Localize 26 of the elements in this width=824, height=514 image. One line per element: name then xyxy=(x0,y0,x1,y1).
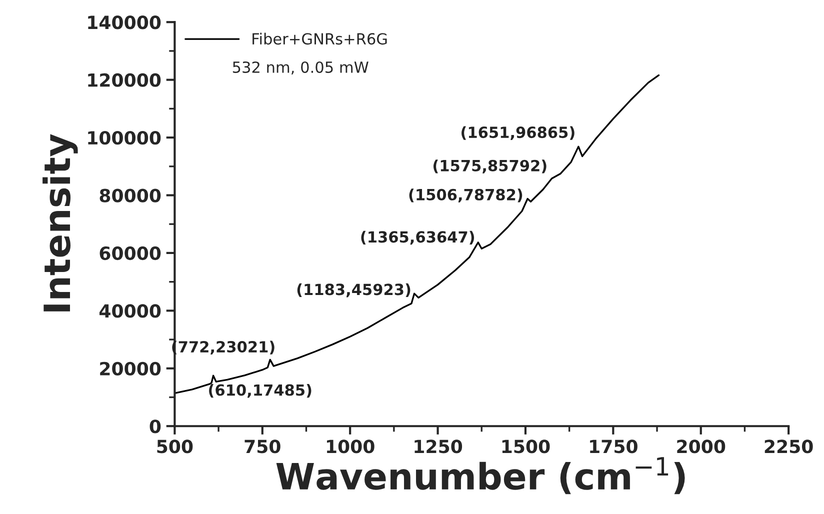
y-axis-title: Intensity xyxy=(42,134,78,312)
x-tick-label: 1750 xyxy=(590,440,638,454)
y-tick-label: 20000 xyxy=(100,362,161,376)
y-tick-label: 80000 xyxy=(100,188,161,202)
x-tick-label: 1250 xyxy=(414,440,462,454)
y-tick-label: 40000 xyxy=(99,304,161,318)
x-tick-label: 1000 xyxy=(326,440,374,454)
y-tick-label: 60000 xyxy=(100,246,161,260)
y-tick-label: 140000 xyxy=(88,16,161,30)
annotation: (1506,78782) xyxy=(409,188,522,202)
annotation: 532 nm, 0.05 mW xyxy=(232,61,368,75)
legend-label: Fiber+GNRs+R6G xyxy=(252,32,387,45)
x-tick-label: 1500 xyxy=(502,440,550,454)
y-tick-label: 0 xyxy=(150,420,161,434)
annotation: (1365,63647) xyxy=(361,230,474,245)
x-tick-label: 2000 xyxy=(677,440,726,454)
y-tick-label: 120000 xyxy=(88,73,161,87)
annotation: (1183,45923) xyxy=(297,283,410,298)
x-axis-title: Wavenumber (cm$^{−1}$) xyxy=(276,457,685,494)
annotation: (610,17485) xyxy=(209,384,312,398)
x-tick-label: 2250 xyxy=(764,440,813,454)
x-tick-label: 500 xyxy=(157,440,193,454)
annotation: (1651,96865) xyxy=(462,126,574,140)
x-tick-label: 750 xyxy=(244,440,280,454)
y-tick-label: 100000 xyxy=(88,130,161,145)
annotation: (1575,85792) xyxy=(433,160,546,174)
